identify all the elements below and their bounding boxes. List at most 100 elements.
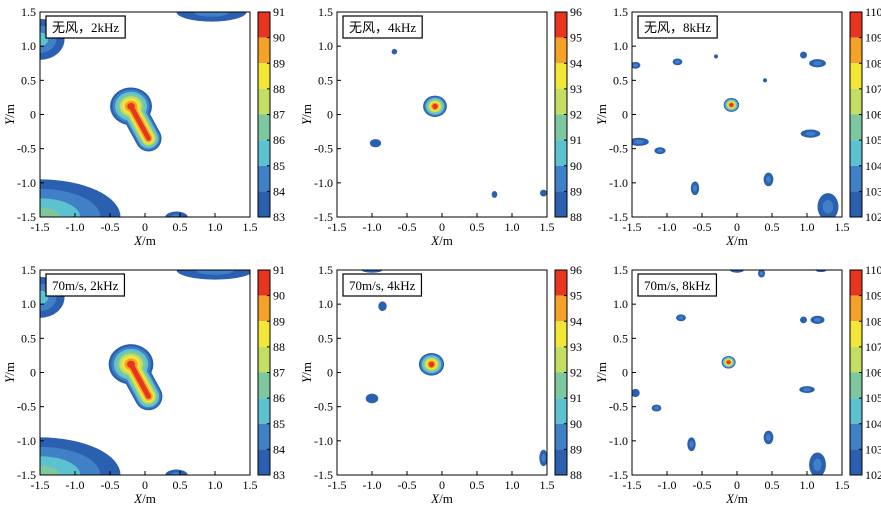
colorbar-segment xyxy=(555,423,567,450)
colorbar-tick-label: 90 xyxy=(570,159,582,173)
colorbar-segment xyxy=(555,372,567,399)
contour-blob xyxy=(672,58,683,66)
x-axis-label: X/m xyxy=(725,233,748,248)
colorbar: 96 95 94 93 92 91 90 89 88 xyxy=(554,263,582,482)
colorbar-tick-label: 93 xyxy=(570,82,582,96)
colorbar-segment xyxy=(850,398,862,424)
contour-level-1 xyxy=(730,270,744,273)
panel-title-box: 无风，4kHz xyxy=(342,15,423,39)
colorbar: 91 90 89 88 87 86 85 84 83 xyxy=(257,263,285,482)
contour-blob xyxy=(40,437,121,475)
contour-level-2 xyxy=(803,387,811,392)
colorbar-tick-label: 90 xyxy=(570,417,582,431)
colorbar-segment xyxy=(850,270,862,296)
x-tick-label: -1.5 xyxy=(31,220,50,234)
contour-level-8 xyxy=(428,361,435,367)
colorbar-segment xyxy=(258,449,270,475)
contour-field xyxy=(40,12,247,217)
colorbar-segment xyxy=(258,423,270,450)
panel-title-box: 70m/s, 8kHz xyxy=(637,273,718,297)
y-axis-label: Y/m xyxy=(2,104,17,125)
colorbar-segment xyxy=(555,63,567,89)
colorbar-segment xyxy=(555,37,567,64)
y-tick-label: 0.5 xyxy=(613,331,628,345)
y-tick-label: 0 xyxy=(622,366,628,380)
colorbar-segment xyxy=(555,165,567,192)
contour-blob xyxy=(40,179,121,217)
colorbar-segment xyxy=(850,346,862,373)
panel-title: 70m/s, 2kHz xyxy=(52,278,119,293)
y-tick-label: -1.0 xyxy=(314,176,333,190)
colorbar: 91 90 89 88 87 86 85 84 83 xyxy=(257,5,285,224)
y-tick-label: -0.5 xyxy=(314,142,333,156)
x-tick-label: -1.0 xyxy=(66,478,85,492)
panel-title-box: 70m/s, 4kHz xyxy=(342,273,423,297)
y-tick-label: 1.0 xyxy=(21,297,36,311)
colorbar-tick-label: 88 xyxy=(570,468,582,482)
y-tick-label: 0 xyxy=(622,108,628,122)
contour-blob xyxy=(632,137,649,146)
y-tick-label: 0.5 xyxy=(21,73,36,87)
x-tick-label: 1.0 xyxy=(800,478,815,492)
colorbar-tick-label: 92 xyxy=(570,366,582,380)
contour-level-1 xyxy=(378,301,387,312)
colorbar-segment xyxy=(850,165,862,192)
panel-title-frame xyxy=(45,15,126,39)
contour-level-1 xyxy=(800,316,807,324)
x-tick-label: 0.5 xyxy=(470,220,485,234)
contour-blob xyxy=(632,61,641,69)
colorbar-segment xyxy=(850,423,862,450)
contour-level-2 xyxy=(813,458,822,471)
colorbar-segment xyxy=(555,346,567,373)
y-tick-label: -1.5 xyxy=(314,468,333,482)
colorbar-segment xyxy=(258,321,270,347)
contour-level-2 xyxy=(692,184,698,192)
contour-level-2 xyxy=(766,434,771,441)
colorbar-segment xyxy=(555,12,567,38)
contour-level-2 xyxy=(170,472,183,475)
colorbar-tick-label: 84 xyxy=(273,442,285,456)
colorbar-segment xyxy=(850,88,862,115)
contour-field xyxy=(632,51,839,217)
y-tick-label: -1.0 xyxy=(609,176,628,190)
colorbar-segment xyxy=(850,449,862,475)
contour-level-1 xyxy=(361,270,383,273)
x-tick-label: 0.5 xyxy=(765,478,780,492)
y-tick-label: -0.5 xyxy=(609,400,628,414)
x-axis-var: X xyxy=(725,491,735,506)
colorbar-segment xyxy=(850,372,862,399)
colorbar-tick-label: 87 xyxy=(273,108,285,122)
colorbar-segment xyxy=(850,63,862,89)
x-tick-label: 1.5 xyxy=(243,478,258,492)
colorbar-segment xyxy=(555,140,567,166)
contour-level-1 xyxy=(632,388,640,398)
x-tick-label: 0 xyxy=(439,478,445,492)
heatmap-panel-2: -1.5 -1.0 -0.5 0 0.5 1.0 1.5 1.5 1.0 0.5 0 -0.5 -1.0… xyxy=(299,5,582,248)
contour-blob xyxy=(690,181,700,196)
contour-level-2 xyxy=(766,176,771,183)
contour-field xyxy=(632,270,827,475)
contour-blob xyxy=(540,189,547,197)
y-tick-label: 1.0 xyxy=(21,39,36,53)
colorbar-tick-label: 110 xyxy=(865,5,881,19)
panel-title-box: 无风，2kHz xyxy=(45,15,126,39)
contour-blob xyxy=(365,393,379,404)
contour-blob xyxy=(799,386,815,394)
contour-level-1 xyxy=(491,191,498,198)
x-tick-label: 1.5 xyxy=(835,478,850,492)
x-tick-label: -0.5 xyxy=(398,478,417,492)
x-axis-label: X/m xyxy=(430,491,453,506)
colorbar-tick-label: 104 xyxy=(865,417,881,431)
contour-blob xyxy=(165,211,188,217)
contour-blob xyxy=(165,469,188,475)
x-tick-label: 0 xyxy=(734,220,740,234)
y-tick-label: -1.5 xyxy=(17,210,36,224)
x-tick-label: 1.0 xyxy=(800,220,815,234)
contour-blob xyxy=(763,172,774,187)
y-axis-unit: /m xyxy=(2,362,17,376)
y-axis-unit: /m xyxy=(299,362,314,376)
x-axis-unit: /m xyxy=(142,233,156,248)
colorbar-segment xyxy=(555,191,567,217)
panel-title-frame xyxy=(342,15,423,39)
